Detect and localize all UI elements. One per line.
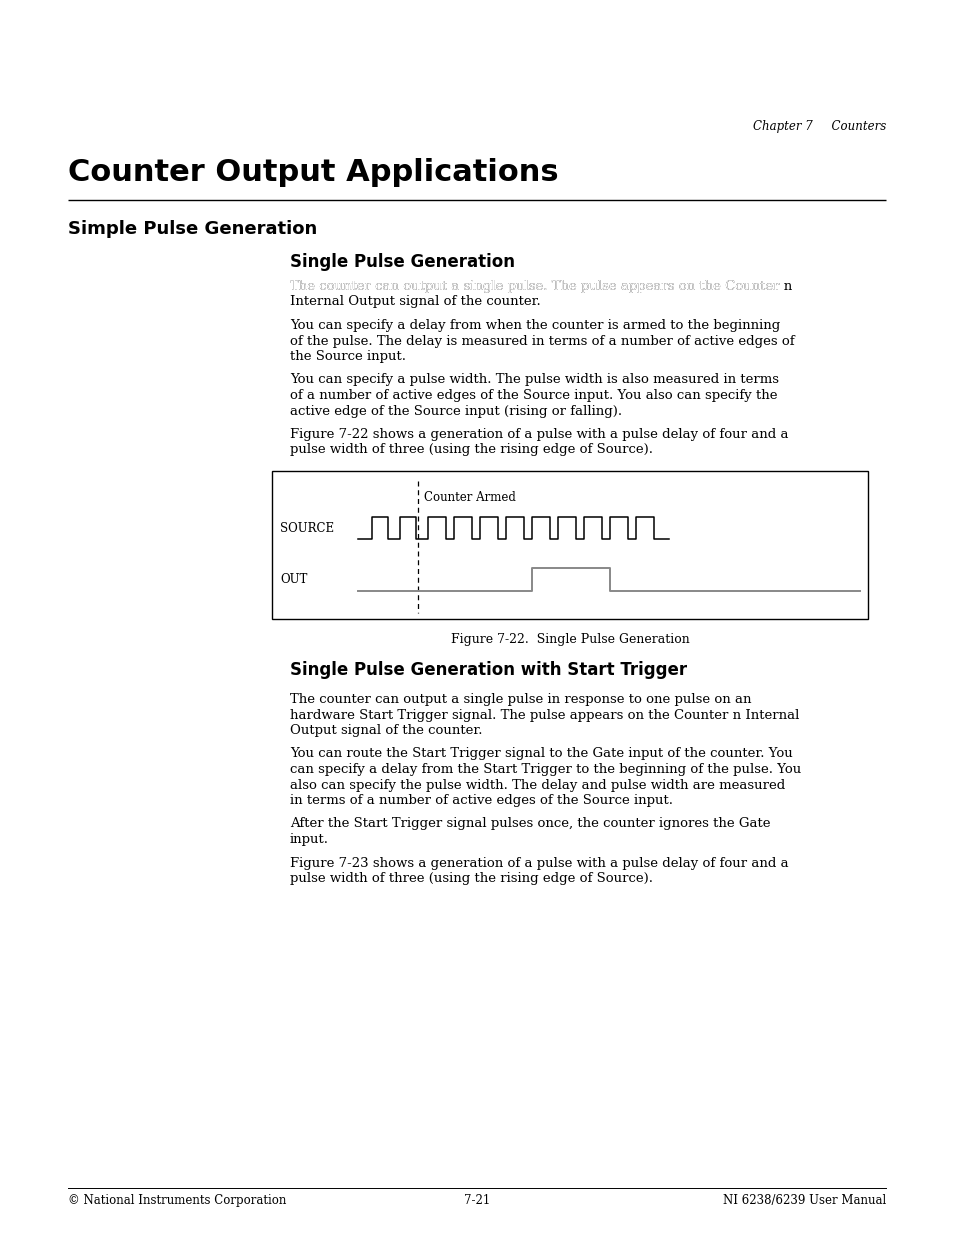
- Text: hardware Start Trigger signal. The pulse appears on the Counter n Internal: hardware Start Trigger signal. The pulse…: [290, 709, 799, 721]
- Text: OUT: OUT: [280, 573, 307, 585]
- Text: also can specify the pulse width. The delay and pulse width are measured: also can specify the pulse width. The de…: [290, 778, 784, 792]
- Text: in terms of a number of active edges of the Source input.: in terms of a number of active edges of …: [290, 794, 672, 806]
- Text: The counter can output a single pulse. The pulse appears on the Counter n: The counter can output a single pulse. T…: [290, 280, 791, 293]
- Bar: [272, 471, 867, 619]
- Text: can specify a delay from the Start Trigger to the beginning of the pulse. You: can specify a delay from the Start Trigg…: [290, 763, 801, 776]
- Text: Simple Pulse Generation: Simple Pulse Generation: [68, 220, 317, 238]
- Text: You can specify a pulse width. The pulse width is also measured in terms: You can specify a pulse width. The pulse…: [290, 373, 779, 387]
- Text: the Source input.: the Source input.: [290, 350, 406, 363]
- Text: of the pulse. The delay is measured in terms of a number of active edges of: of the pulse. The delay is measured in t…: [290, 335, 794, 347]
- Text: Figure 7-22 shows a generation of a pulse with a pulse delay of four and a: Figure 7-22 shows a generation of a puls…: [290, 429, 788, 441]
- Text: Output signal of the counter.: Output signal of the counter.: [290, 724, 482, 737]
- Text: pulse width of three (using the rising edge of Source).: pulse width of three (using the rising e…: [290, 443, 652, 457]
- Text: You can route the Start Trigger signal to the Gate input of the counter. You: You can route the Start Trigger signal t…: [290, 747, 792, 761]
- Text: The counter can output a single pulse in response to one pulse on an: The counter can output a single pulse in…: [290, 693, 751, 706]
- Text: After the Start Trigger signal pulses once, the counter ignores the Gate: After the Start Trigger signal pulses on…: [290, 818, 770, 830]
- Text: active edge of the Source input (rising or falling).: active edge of the Source input (rising …: [290, 405, 621, 417]
- Text: The counter can output a single pulse. The pulse appears on the Counter: The counter can output a single pulse. T…: [290, 280, 783, 293]
- Text: You can specify a delay from when the counter is armed to the beginning: You can specify a delay from when the co…: [290, 319, 780, 332]
- Text: Figure 7-22.  Single Pulse Generation: Figure 7-22. Single Pulse Generation: [450, 634, 689, 646]
- Text: NI 6238/6239 User Manual: NI 6238/6239 User Manual: [722, 1194, 885, 1207]
- Text: pulse width of three (using the rising edge of Source).: pulse width of three (using the rising e…: [290, 872, 652, 885]
- Text: input.: input.: [290, 832, 329, 846]
- Text: Single Pulse Generation with Start Trigger: Single Pulse Generation with Start Trigg…: [290, 661, 686, 679]
- Text: SOURCE: SOURCE: [280, 521, 334, 535]
- Text: Counter Armed: Counter Armed: [423, 492, 516, 504]
- Text: Chapter 7     Counters: Chapter 7 Counters: [752, 120, 885, 133]
- Text: Counter Output Applications: Counter Output Applications: [68, 158, 558, 186]
- Text: Internal Output signal of the counter.: Internal Output signal of the counter.: [290, 295, 540, 309]
- Text: 7-21: 7-21: [463, 1194, 490, 1207]
- Text: Single Pulse Generation: Single Pulse Generation: [290, 253, 515, 270]
- Text: of a number of active edges of the Source input. You also can specify the: of a number of active edges of the Sourc…: [290, 389, 777, 403]
- Text: Figure 7-23 shows a generation of a pulse with a pulse delay of four and a: Figure 7-23 shows a generation of a puls…: [290, 857, 788, 869]
- Text: © National Instruments Corporation: © National Instruments Corporation: [68, 1194, 286, 1207]
